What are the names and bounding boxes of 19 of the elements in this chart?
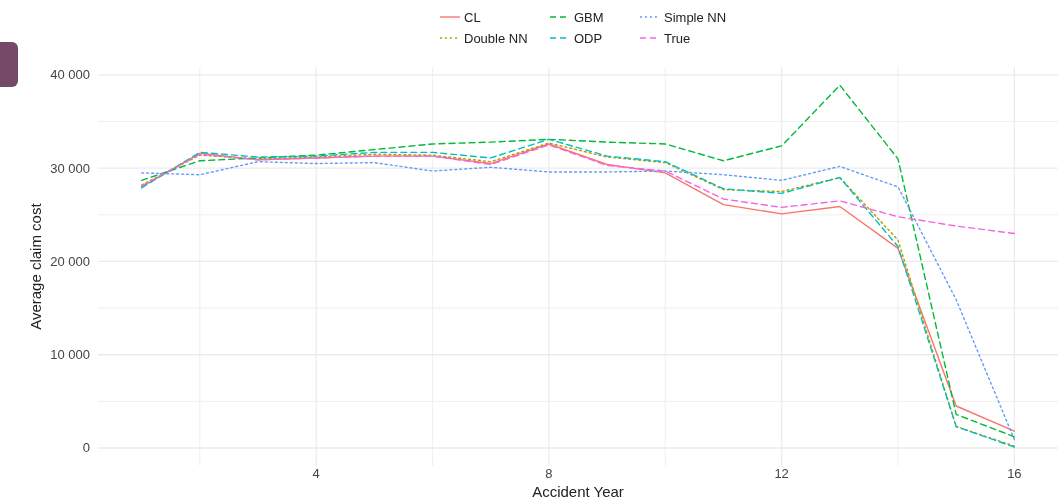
legend-label: Double NN bbox=[464, 30, 528, 46]
x-tick-label: 8 bbox=[545, 465, 553, 481]
y-tick-label: 30 000 bbox=[50, 160, 90, 176]
x-tick-label: 4 bbox=[312, 465, 320, 481]
y-tick-label: 10 000 bbox=[50, 347, 90, 363]
legend-label: CL bbox=[464, 9, 481, 25]
y-tick-label: 0 bbox=[82, 440, 90, 456]
x-axis-title: Accident Year bbox=[532, 483, 624, 500]
y-axis-title: Average claim cost bbox=[27, 202, 44, 330]
legend-label: ODP bbox=[574, 30, 603, 46]
y-tick-label: 40 000 bbox=[50, 67, 90, 83]
y-tick-label: 20 000 bbox=[50, 253, 90, 269]
legend-label: Simple NN bbox=[664, 9, 727, 25]
line-series bbox=[140, 84, 1016, 438]
line-series bbox=[140, 144, 1016, 235]
x-tick-label: 16 bbox=[1007, 465, 1022, 481]
legend-label: GBM bbox=[574, 9, 604, 25]
legend-label: True bbox=[664, 30, 691, 46]
x-tick-label: 12 bbox=[774, 465, 789, 481]
